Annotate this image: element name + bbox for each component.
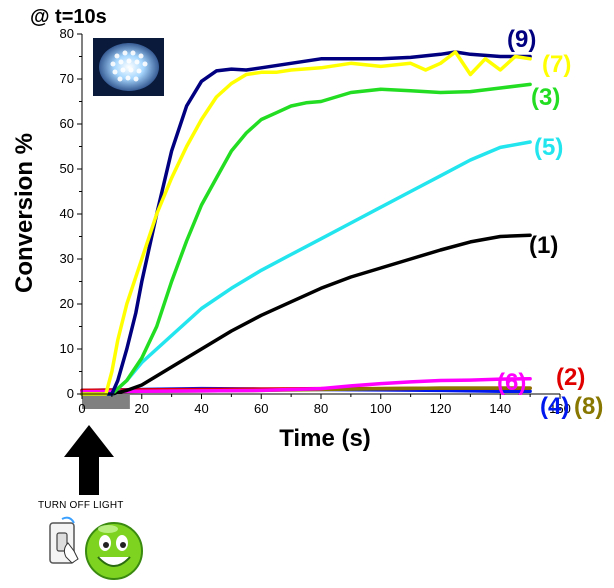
x-tick-label: 140	[489, 401, 511, 416]
series-label-5: (5)	[534, 134, 563, 161]
y-tick-label: 70	[60, 71, 74, 86]
y-tick-label: 80	[60, 26, 74, 41]
y-tick-label: 60	[60, 116, 74, 131]
y-tick-label: 0	[67, 386, 74, 401]
series-label-9: (9)	[507, 26, 536, 53]
x-tick-label: 100	[370, 401, 392, 416]
caption-turn-off-light: TURN OFF LIGHT	[38, 500, 124, 511]
series-label-1: (1)	[529, 232, 558, 259]
y-tick-label: 10	[60, 341, 74, 356]
series-label-6: (6)	[497, 369, 526, 396]
y-tick-label: 30	[60, 251, 74, 266]
tick-labels: 0 20 40 60 80 100 120 140 160 0 10 20 30 40 50 60 70 80	[60, 26, 571, 416]
series-label-2: (2)	[556, 364, 585, 391]
axes	[77, 33, 561, 399]
y-axis-title: Conversion %	[11, 133, 38, 293]
x-tick-label: 40	[194, 401, 208, 416]
x-tick-label: 160	[549, 401, 571, 416]
x-tick-label: 60	[254, 401, 268, 416]
x-tick-label: 80	[314, 401, 328, 416]
series-label-4: (4)	[540, 393, 569, 420]
dark-period-bar	[82, 395, 130, 409]
x-axis-title: Time (s)	[279, 425, 371, 452]
series-line-3	[80, 82, 532, 396]
series-line-6	[80, 376, 532, 394]
series-line-7	[80, 50, 532, 396]
smiley-face-icon	[85, 522, 143, 580]
y-tick-label: 50	[60, 161, 74, 176]
series-label-7: (7)	[542, 51, 571, 78]
y-tick-label: 40	[60, 206, 74, 221]
y-tick-label: 20	[60, 296, 74, 311]
x-tick-label: 20	[135, 401, 149, 416]
series-label-8: (8)	[574, 393, 603, 420]
series-labels: (1) (2) (3) (4) (5) (6) (7) (8) (9)	[497, 26, 603, 420]
led-light-icon	[93, 38, 164, 96]
x-tick-label: 120	[430, 401, 452, 416]
x-tick-label: 0	[78, 401, 85, 416]
annotation-time: @ t=10s	[30, 6, 107, 28]
series-label-3: (3)	[531, 84, 560, 111]
series-line-9	[80, 50, 532, 396]
series-line-5	[80, 140, 532, 396]
light-switch-icon	[48, 513, 148, 583]
plot-area: 0 20 40 60 80 100 120 140 160 0 10 20 30 40 50 60 70 80 (…	[60, 26, 604, 420]
arrow-up-icon	[64, 425, 114, 495]
series-line-1	[80, 233, 532, 396]
series-lines	[80, 50, 532, 396]
